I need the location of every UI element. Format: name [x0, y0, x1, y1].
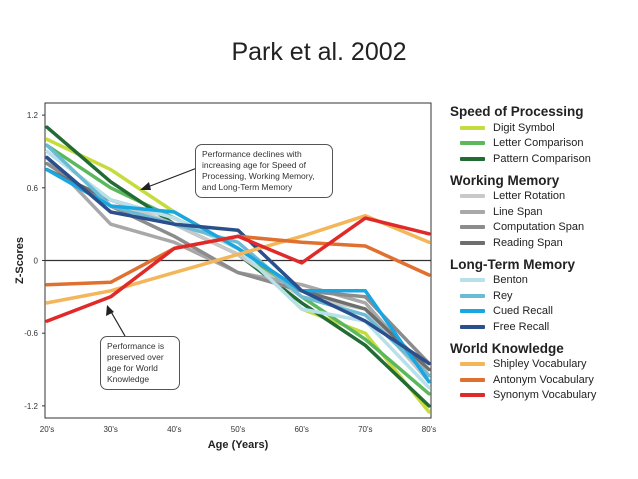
- series-line-synonym-vocabulary: [45, 216, 431, 323]
- legend-group: Long-Term Memory Benton Rey Cued Recall Free…: [450, 256, 636, 335]
- x-tick-label: 80's: [422, 425, 436, 434]
- legend-swatch: [460, 362, 485, 367]
- callout-decline-annotation: Performance declines with increasing age…: [195, 144, 333, 198]
- series-line-free-recall: [45, 155, 431, 366]
- legend-group-title: World Knowledge: [450, 340, 564, 356]
- series-line-cued-recall: [45, 167, 431, 384]
- legend-label: Letter Rotation: [493, 190, 566, 203]
- legend-swatch: [460, 377, 485, 382]
- callout-arrow: [144, 167, 198, 189]
- legend-item: Free Recall: [450, 319, 636, 335]
- legend-item: Computation Span: [450, 220, 636, 236]
- legend-swatch: [460, 156, 485, 161]
- chart-legend: Speed of Processing Digit Symbol Letter Co…: [450, 103, 636, 408]
- legend-swatch: [460, 209, 485, 214]
- legend-group: Working Memory Letter Rotation Line Span Co…: [450, 172, 636, 251]
- series-line-shipley-vocabulary: [45, 213, 431, 305]
- y-tick-label: 0: [34, 257, 39, 266]
- legend-group: Speed of Processing Digit Symbol Letter Co…: [450, 103, 636, 167]
- y-tick-label: 0.6: [27, 184, 39, 193]
- legend-item: Rey: [450, 288, 636, 304]
- legend-label: Free Recall: [493, 320, 550, 333]
- legend-label: Antonym Vocabulary: [493, 373, 594, 386]
- legend-group-title: Working Memory: [450, 172, 560, 188]
- legend-item: Line Span: [450, 204, 636, 220]
- x-axis-label: Age (Years): [208, 439, 269, 451]
- arrow-head-icon: [106, 305, 114, 316]
- legend-swatch: [460, 141, 485, 146]
- legend-item: Pattern Comparison: [450, 151, 636, 167]
- legend-item: Digit Symbol: [450, 120, 636, 136]
- legend-label: Reading Span: [493, 236, 563, 249]
- x-tick-label: 70's: [358, 425, 372, 434]
- legend-swatch: [460, 125, 485, 130]
- legend-item: Benton: [450, 273, 636, 289]
- legend-label: Line Span: [493, 205, 543, 218]
- legend-label: Benton: [493, 274, 528, 287]
- x-tick-label: 30's: [103, 425, 117, 434]
- x-tick-label: 20's: [40, 425, 54, 434]
- callout-preserved-annotation: Performance is preserved over age for Wo…: [100, 336, 180, 390]
- legend-item: Letter Rotation: [450, 189, 636, 205]
- y-axis-label: Z-Scores: [14, 237, 26, 284]
- legend-item: Letter Comparison: [450, 136, 636, 152]
- y-tick-label: 1.2: [27, 111, 39, 120]
- legend-swatch: [460, 324, 485, 329]
- callout-arrow: [109, 309, 126, 337]
- legend-item: Shipley Vocabulary: [450, 357, 636, 373]
- legend-group-title: Long-Term Memory: [450, 256, 576, 272]
- legend-label: Rey: [493, 289, 513, 302]
- legend-label: Computation Span: [493, 221, 585, 234]
- legend-label: Pattern Comparison: [493, 152, 591, 165]
- legend-swatch: [460, 293, 485, 298]
- y-tick-label: -1.2: [24, 402, 38, 411]
- legend-item: Reading Span: [450, 235, 636, 251]
- x-tick-label: 50's: [231, 425, 245, 434]
- legend-label: Digit Symbol: [493, 121, 555, 134]
- legend-group: World Knowledge Shipley Vocabulary Antonym…: [450, 340, 636, 404]
- x-tick-label: 40's: [167, 425, 181, 434]
- legend-swatch: [460, 309, 485, 314]
- x-tick-label: 60's: [294, 425, 308, 434]
- y-tick-label: -0.6: [24, 329, 38, 338]
- legend-swatch: [460, 194, 485, 199]
- slide-title: Park et al. 2002: [231, 38, 407, 66]
- legend-item: Synonym Vocabulary: [450, 388, 636, 404]
- legend-label: Letter Comparison: [493, 137, 584, 150]
- legend-group-title: Speed of Processing: [450, 104, 584, 119]
- legend-label: Shipley Vocabulary: [493, 358, 587, 371]
- arrow-head-icon: [140, 182, 151, 190]
- legend-item: Cued Recall: [450, 304, 636, 320]
- legend-label: Synonym Vocabulary: [493, 389, 597, 402]
- legend-swatch: [460, 225, 485, 230]
- legend-swatch: [460, 393, 485, 398]
- legend-label: Cued Recall: [493, 305, 553, 318]
- legend-swatch: [460, 240, 485, 245]
- legend-item: Antonym Vocabulary: [450, 372, 636, 388]
- legend-swatch: [460, 278, 485, 283]
